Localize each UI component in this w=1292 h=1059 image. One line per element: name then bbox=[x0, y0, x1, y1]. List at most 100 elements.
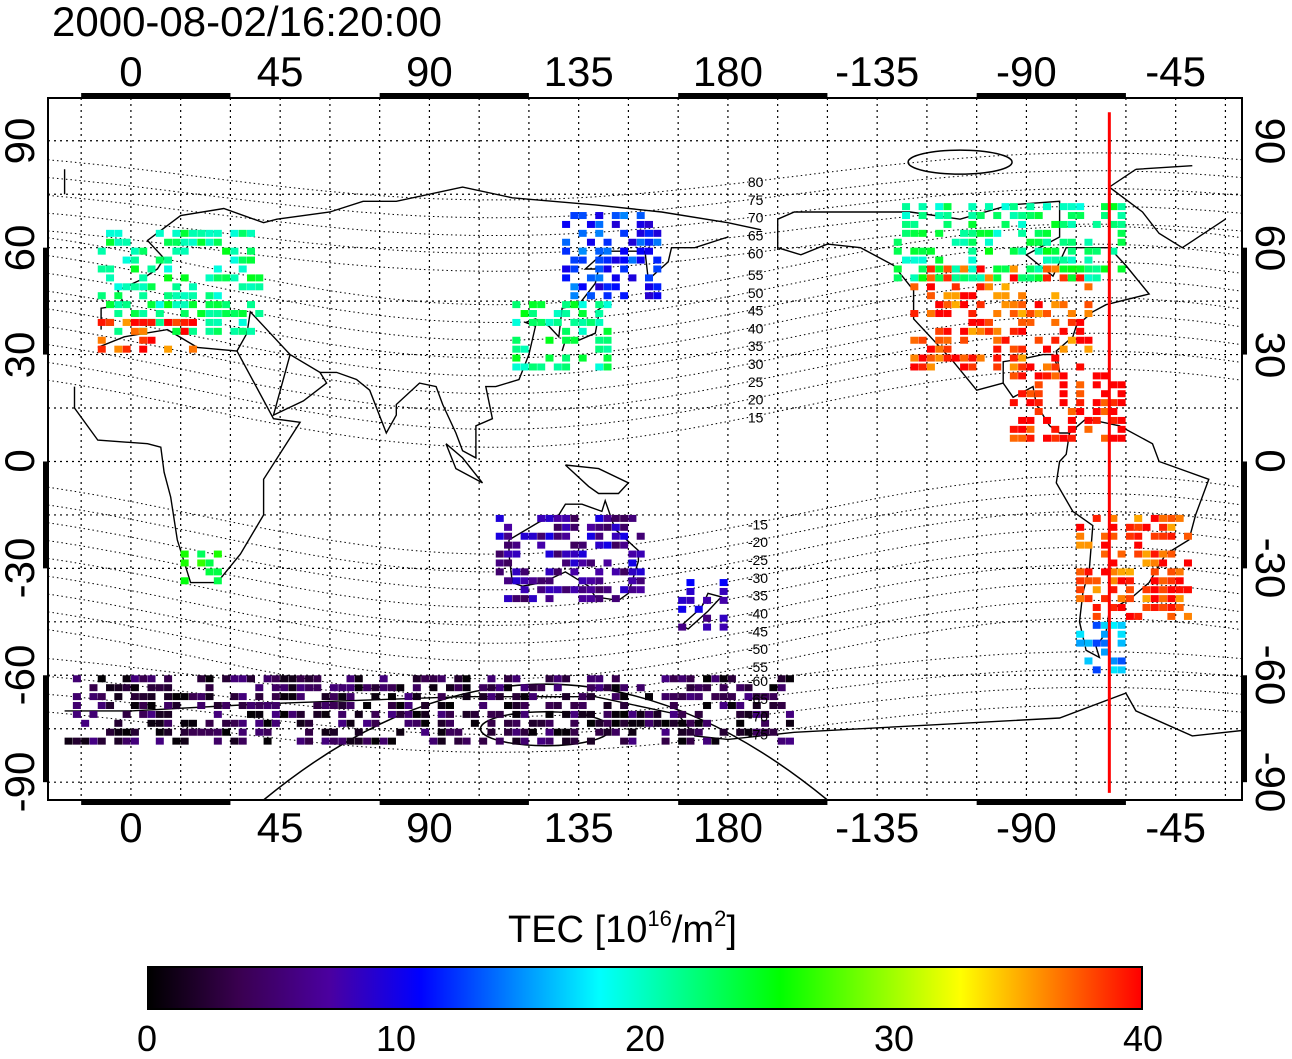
tec-cell bbox=[1150, 577, 1159, 585]
tec-cell bbox=[537, 363, 546, 371]
tec-cell bbox=[1043, 274, 1051, 282]
tec-cell bbox=[1018, 212, 1027, 220]
tec-cell bbox=[180, 301, 189, 309]
tec-cell bbox=[114, 229, 123, 237]
contour-label: 60 bbox=[748, 245, 764, 261]
tec-cell bbox=[421, 728, 430, 736]
tec-cell bbox=[653, 719, 662, 727]
tec-cell bbox=[761, 719, 770, 727]
tec-cell bbox=[487, 710, 496, 718]
tec-cell bbox=[719, 728, 728, 736]
tec-cell bbox=[1026, 238, 1035, 246]
tec-cell bbox=[446, 702, 454, 710]
tec-cell bbox=[106, 274, 115, 282]
tec-cell bbox=[1026, 203, 1035, 211]
tec-cell bbox=[1076, 381, 1085, 389]
tec-cell bbox=[620, 568, 629, 576]
tec-cell bbox=[313, 684, 322, 692]
tec-cell bbox=[1159, 523, 1168, 531]
tec-cell bbox=[628, 238, 637, 246]
tec-cell bbox=[147, 283, 156, 291]
tec-cell bbox=[371, 719, 380, 727]
tec-cell bbox=[1117, 229, 1126, 237]
tec-cell bbox=[993, 354, 1002, 362]
tec-cell bbox=[238, 737, 247, 745]
contour-label: -20 bbox=[748, 534, 768, 550]
tec-cell bbox=[976, 354, 985, 362]
tec-cell bbox=[628, 514, 637, 522]
tec-cell bbox=[603, 265, 612, 273]
tec-cell bbox=[1076, 399, 1085, 407]
tec-cell bbox=[562, 728, 571, 736]
tec-cell bbox=[1101, 648, 1110, 656]
colorbar bbox=[147, 966, 1143, 1010]
tec-cell bbox=[976, 301, 985, 309]
tec-cell bbox=[553, 586, 562, 594]
axis-tick-label: 45 bbox=[256, 804, 304, 851]
tec-cell bbox=[960, 336, 969, 344]
tec-cell bbox=[512, 336, 521, 344]
tec-cell bbox=[164, 719, 173, 727]
tec-cell bbox=[1084, 274, 1093, 282]
tec-cell bbox=[280, 693, 289, 701]
tec-cell bbox=[97, 336, 106, 344]
axis-tick-label: -135 bbox=[835, 48, 920, 95]
tec-cell bbox=[603, 523, 612, 531]
tec-cell bbox=[1183, 532, 1192, 540]
tec-cell bbox=[97, 693, 106, 701]
tec-cell bbox=[1051, 220, 1060, 228]
tec-cell bbox=[180, 292, 189, 300]
tec-cell bbox=[387, 702, 396, 710]
tec-cell bbox=[247, 283, 255, 291]
tec-cell bbox=[454, 737, 463, 745]
tec-cell bbox=[918, 336, 927, 344]
tec-cell bbox=[984, 274, 993, 282]
tec-cell bbox=[1159, 604, 1168, 612]
tec-cell bbox=[1059, 381, 1068, 389]
tec-cell bbox=[528, 532, 537, 540]
tec-cell bbox=[1117, 416, 1126, 424]
tec-cell bbox=[1076, 212, 1085, 220]
tec-cell bbox=[1001, 265, 1010, 273]
tec-cell bbox=[122, 256, 131, 264]
tec-cell bbox=[213, 728, 222, 736]
tec-cell bbox=[1167, 514, 1176, 522]
tec-cell bbox=[586, 220, 595, 228]
tec-cell bbox=[545, 728, 554, 736]
tec-cell bbox=[122, 710, 131, 718]
contour-line bbox=[48, 546, 1242, 626]
tec-cell bbox=[247, 675, 255, 683]
tec-cell bbox=[620, 523, 629, 531]
contour-label: -55 bbox=[748, 659, 768, 675]
axis-tick-label: 90 bbox=[1247, 117, 1292, 165]
tec-cell bbox=[578, 595, 587, 603]
tec-cell bbox=[785, 675, 794, 683]
tec-cell bbox=[1117, 639, 1126, 647]
tec-cell bbox=[1018, 363, 1027, 371]
tec-cell bbox=[512, 737, 521, 745]
tec-cell bbox=[255, 310, 264, 318]
tec-cell bbox=[719, 693, 728, 701]
tec-cell bbox=[578, 283, 587, 291]
frame-tick bbox=[379, 93, 529, 98]
tec-cell bbox=[1109, 381, 1118, 389]
tec-cell bbox=[586, 684, 595, 692]
tec-cell bbox=[437, 719, 446, 727]
tec-cell bbox=[1009, 212, 1018, 220]
tec-cell bbox=[1067, 247, 1076, 255]
tec-cell bbox=[711, 675, 720, 683]
tec-cell bbox=[495, 737, 504, 745]
tec-cell bbox=[470, 710, 479, 718]
tec-cell bbox=[72, 710, 81, 718]
tec-cell bbox=[669, 710, 678, 718]
contour-label: 75 bbox=[748, 192, 764, 208]
tec-cell bbox=[404, 710, 413, 718]
tec-cell bbox=[628, 728, 637, 736]
contour-line bbox=[48, 510, 1242, 591]
tec-cell bbox=[487, 728, 496, 736]
tec-cell bbox=[1067, 274, 1076, 282]
contour-label: 70 bbox=[748, 210, 764, 226]
tec-cell bbox=[346, 684, 355, 692]
tec-cell bbox=[172, 737, 181, 745]
tec-cell bbox=[271, 675, 280, 683]
